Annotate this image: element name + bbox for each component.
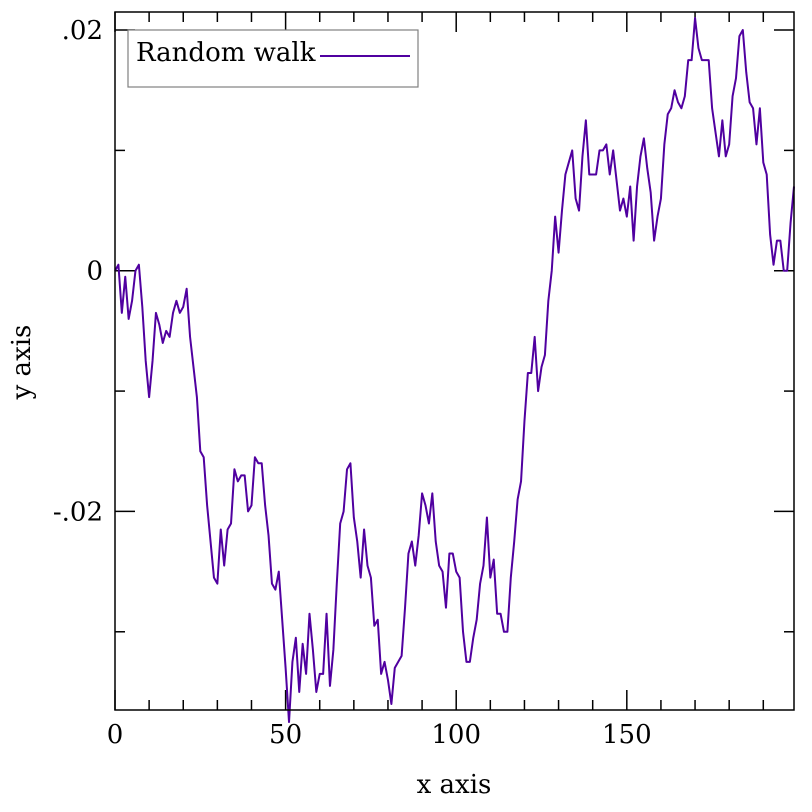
legend-box bbox=[127, 29, 419, 88]
y-axis-label: y axis bbox=[7, 325, 37, 401]
x-tick-label: 150 bbox=[602, 720, 652, 750]
legend-label: Random walk bbox=[136, 38, 316, 68]
tick-labels: 0 50 100 150 -.02 0 .02 bbox=[53, 16, 652, 750]
x-axis-label: x axis bbox=[417, 770, 492, 800]
plot-frame bbox=[114, 11, 795, 711]
series-line-random-walk bbox=[114, 17, 795, 724]
y-tick-label: .02 bbox=[62, 16, 103, 46]
y-tick-label: -.02 bbox=[53, 497, 103, 527]
y-tick-label: 0 bbox=[86, 257, 103, 287]
x-tick-label: 0 bbox=[107, 720, 124, 750]
axis-ticks bbox=[114, 12, 794, 710]
x-tick-label: 100 bbox=[431, 720, 481, 750]
series-layer bbox=[114, 17, 795, 724]
x-tick-label: 50 bbox=[269, 720, 302, 750]
legend: Random walk bbox=[127, 29, 419, 88]
